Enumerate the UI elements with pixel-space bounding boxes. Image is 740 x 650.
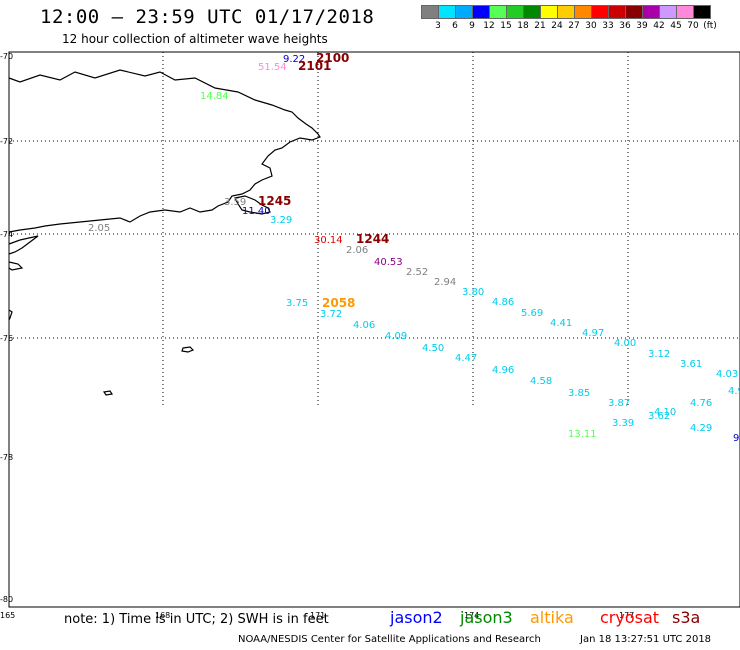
graticule [9, 52, 740, 407]
lon-label: 171 [310, 611, 325, 620]
observation-label: 3.29 [270, 215, 292, 226]
footer-timestamp: Jan 18 13:27:51 UTC 2018 [580, 634, 712, 645]
lat-label: -80 [0, 595, 13, 604]
observation-label: 4.09 [385, 331, 407, 342]
legend-label: 70 [687, 21, 699, 31]
legend-label: 36 [619, 21, 631, 31]
lat-label: -72 [0, 137, 13, 146]
observation-label: 3.62 [648, 411, 670, 422]
lat-label: -70 [0, 52, 13, 61]
observation-label: 2.52 [406, 267, 428, 278]
observation-label: 4.47 [455, 353, 477, 364]
observation-label: 9.22 [283, 54, 305, 65]
lat-label: -74 [0, 230, 13, 239]
lat-label: -76 [0, 334, 13, 343]
lon-label: 168 [155, 611, 170, 620]
coastline-lower [8, 235, 39, 255]
observation-label: 3.85 [568, 388, 590, 399]
observation-label: 4.06 [353, 320, 375, 331]
observation-label: 3.75 [286, 298, 308, 309]
observation-label: 13.11 [568, 429, 597, 440]
legend-label: 15 [500, 21, 512, 31]
legend-label: 9 [469, 21, 475, 31]
observation-label: 5.69 [521, 308, 543, 319]
observation-label: 3.87 [608, 398, 630, 409]
observation-label: 2101 [298, 59, 331, 73]
lon-label: 165 [0, 611, 15, 620]
legend-label: 6 [452, 21, 458, 31]
observation-label: 4.76 [690, 398, 712, 409]
coastline-cove [234, 195, 271, 215]
observation-label: 14.84 [200, 91, 229, 102]
observation-label: 2.94 [434, 277, 456, 288]
legend-label: 3 [435, 21, 441, 31]
observation-label: 1245 [258, 194, 291, 208]
lat-label: -78 [0, 453, 13, 462]
satellite-s3a: s3a [672, 608, 701, 627]
observation-label: 3.12 [648, 349, 670, 360]
legend-swatches [421, 5, 711, 19]
observation-label: 3.61 [680, 359, 702, 370]
observation-label: 40.53 [374, 257, 403, 268]
footer-note: note: 1) Time is in UTC; 2) SWH is in fe… [64, 612, 329, 627]
observation-label: 4.00 [614, 338, 636, 349]
observation-label: 3.39 [612, 418, 634, 429]
observation-label: 51.54 [258, 62, 287, 73]
legend-swatch [693, 5, 711, 19]
legend-label: 27 [568, 21, 580, 31]
observation-label: 4.58 [530, 376, 552, 387]
observation-label: 4.03 [716, 369, 738, 380]
observation-label: 2100 [316, 51, 349, 65]
observation-label: 4.50 [422, 343, 444, 354]
observation-label: 4.10 [654, 407, 676, 418]
observation-label: 3.80 [462, 287, 484, 298]
legend-label: 18 [517, 21, 529, 31]
lon-label: 174 [464, 611, 479, 620]
observation-label: 4.9 [728, 386, 740, 397]
legend-label: 30 [585, 21, 597, 31]
coastline-tip [8, 261, 24, 271]
legend-label: 42 [653, 21, 665, 31]
observation-label: 4.29 [690, 423, 712, 434]
map-subtitle: 12 hour collection of altimeter wave hei… [62, 32, 328, 46]
observation-label: 3.59 [224, 197, 246, 208]
coastline-west [8, 309, 13, 321]
coastline [8, 69, 321, 396]
coastline-main [8, 69, 321, 233]
legend-label: 39 [636, 21, 648, 31]
color-legend: 3 6 9 12 15 18 21 24 27 30 33 36 39 42 45 70 (ft) [421, 5, 717, 31]
observation-label: 11.40 [242, 206, 271, 217]
observation-label: 4.41 [550, 318, 572, 329]
map-title: 12:00 – 23:59 UTC 01/17/2018 [40, 6, 375, 28]
island-2 [102, 390, 114, 396]
observation-label: 4.86 [492, 297, 514, 308]
satellite-jason3: jason3 [460, 608, 513, 627]
map-frame [8, 51, 740, 608]
observation-label: 3.72 [320, 309, 342, 320]
legend-label: (ft) [703, 21, 717, 31]
legend-labels: 3 6 9 12 15 18 21 24 27 30 33 36 39 42 45 70 (ft) [421, 19, 717, 31]
island-1 [181, 346, 195, 353]
observation-label: 4.96 [492, 365, 514, 376]
legend-label: 12 [483, 21, 495, 31]
satellite-jason2: jason2 [390, 608, 443, 627]
observation-label: 4.97 [582, 328, 604, 339]
satellite-altika: altika [530, 608, 574, 627]
legend-label: 24 [551, 21, 563, 31]
observation-label: 2058 [322, 296, 355, 310]
satellite-cryosat: cryosat [600, 608, 660, 627]
footer-credit: NOAA/NESDIS Center for Satellite Applica… [238, 634, 541, 645]
observation-label: 2.06 [346, 245, 368, 256]
observation-label: 2.05 [88, 223, 110, 234]
legend-label: 33 [602, 21, 614, 31]
legend-label: 45 [670, 21, 682, 31]
legend-label: 21 [534, 21, 546, 31]
observation-label: 1244 [356, 232, 389, 246]
lon-label: 177 [619, 611, 634, 620]
observation-label: 9 [733, 433, 739, 444]
observation-label: 30.14 [314, 235, 343, 246]
